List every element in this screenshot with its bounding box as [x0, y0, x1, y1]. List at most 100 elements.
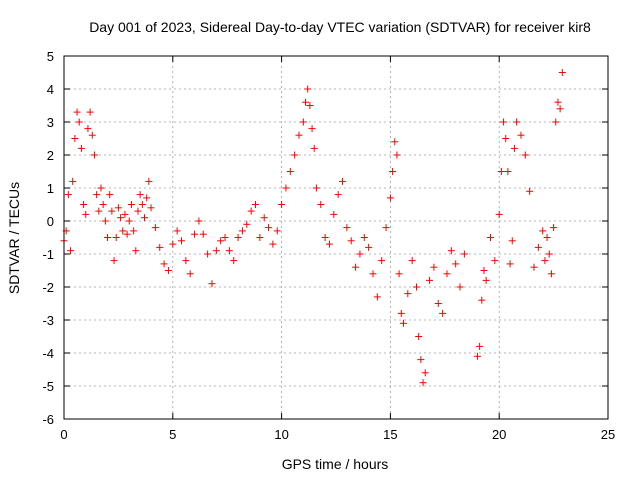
- data-point: [373, 293, 381, 301]
- axis-ticks: 0 5 10 15 20 25 -6 -5 -4 -3 -2 -1 0 1 2 3 4 5: [42, 49, 615, 442]
- data-point: [504, 168, 512, 175]
- data-point: [73, 108, 81, 116]
- data-point: [417, 356, 425, 364]
- data-point: [306, 102, 314, 109]
- data-point: [491, 257, 499, 265]
- data-point: [543, 234, 551, 241]
- data-point: [310, 144, 318, 152]
- data-point: [343, 224, 351, 232]
- data-point: [378, 257, 386, 265]
- x-tick-label: 20: [492, 427, 506, 442]
- data-point: [90, 151, 98, 159]
- data-point: [299, 118, 307, 126]
- data-point: [334, 191, 342, 199]
- data-point: [182, 257, 190, 265]
- data-point: [260, 214, 268, 222]
- data-point: [243, 220, 251, 228]
- data-point: [114, 204, 122, 212]
- data-point: [302, 98, 310, 106]
- data-point: [356, 250, 364, 258]
- data-point: [434, 300, 442, 307]
- data-point: [339, 177, 347, 185]
- data-point: [125, 217, 133, 225]
- data-point: [282, 184, 290, 192]
- data-point: [225, 247, 233, 255]
- data-point: [80, 201, 88, 208]
- data-point: [393, 151, 401, 159]
- data-points: [60, 69, 566, 387]
- data-point: [178, 237, 186, 245]
- data-point: [127, 201, 135, 208]
- data-point: [460, 250, 468, 258]
- data-point: [156, 243, 164, 251]
- data-point: [521, 151, 529, 159]
- data-point: [82, 210, 90, 218]
- data-point: [251, 201, 259, 208]
- data-point: [552, 118, 560, 126]
- data-point: [526, 187, 534, 195]
- data-point: [147, 204, 155, 212]
- data-point: [399, 319, 407, 327]
- data-point: [160, 260, 168, 268]
- data-point: [88, 131, 96, 139]
- y-tick-label: -1: [42, 247, 54, 262]
- data-point: [510, 144, 518, 152]
- data-point: [212, 247, 220, 255]
- data-point: [478, 296, 486, 304]
- data-point: [204, 250, 212, 258]
- data-point: [130, 227, 138, 235]
- data-point: [145, 177, 153, 185]
- data-point: [556, 105, 564, 113]
- data-point: [304, 85, 312, 93]
- data-point: [330, 210, 338, 218]
- data-point: [286, 168, 294, 175]
- data-point: [480, 267, 488, 274]
- data-point: [143, 194, 151, 202]
- x-tick-label: 5: [169, 427, 176, 442]
- y-tick-label: -6: [42, 412, 54, 427]
- data-point: [151, 224, 159, 232]
- data-point: [169, 240, 177, 248]
- data-point: [352, 263, 360, 271]
- data-point: [186, 270, 194, 278]
- data-point: [443, 270, 451, 278]
- y-tick-label: 2: [47, 148, 54, 163]
- data-point: [64, 191, 72, 199]
- data-point: [191, 230, 199, 238]
- data-point: [256, 234, 264, 241]
- y-tick-label: -2: [42, 280, 54, 295]
- y-tick-label: 1: [47, 181, 54, 196]
- data-point: [408, 257, 416, 265]
- data-point: [112, 234, 120, 241]
- data-point: [421, 369, 429, 377]
- data-point: [93, 191, 101, 199]
- data-point: [369, 270, 377, 278]
- y-tick-label: 5: [47, 49, 54, 64]
- data-point: [558, 69, 566, 76]
- data-point: [495, 210, 503, 218]
- data-point: [508, 237, 516, 245]
- data-point: [513, 118, 521, 126]
- data-point: [506, 260, 514, 268]
- data-point: [86, 108, 94, 116]
- data-point: [99, 201, 107, 208]
- data-point: [500, 118, 508, 126]
- data-point: [134, 207, 142, 215]
- data-point: [141, 214, 149, 222]
- data-point: [456, 283, 464, 291]
- data-point: [273, 227, 281, 235]
- data-point: [230, 257, 238, 265]
- data-point: [360, 234, 368, 241]
- x-tick-label: 10: [274, 427, 288, 442]
- data-point: [164, 267, 172, 274]
- data-point: [108, 207, 116, 215]
- data-point: [265, 224, 273, 232]
- chart-title: Day 001 of 2023, Sidereal Day-to-day VTE…: [89, 19, 591, 35]
- data-point: [547, 270, 555, 278]
- data-point: [550, 224, 558, 232]
- data-point: [84, 125, 92, 133]
- plot-frame: [63, 55, 609, 420]
- data-point: [269, 240, 277, 248]
- data-point: [541, 257, 549, 265]
